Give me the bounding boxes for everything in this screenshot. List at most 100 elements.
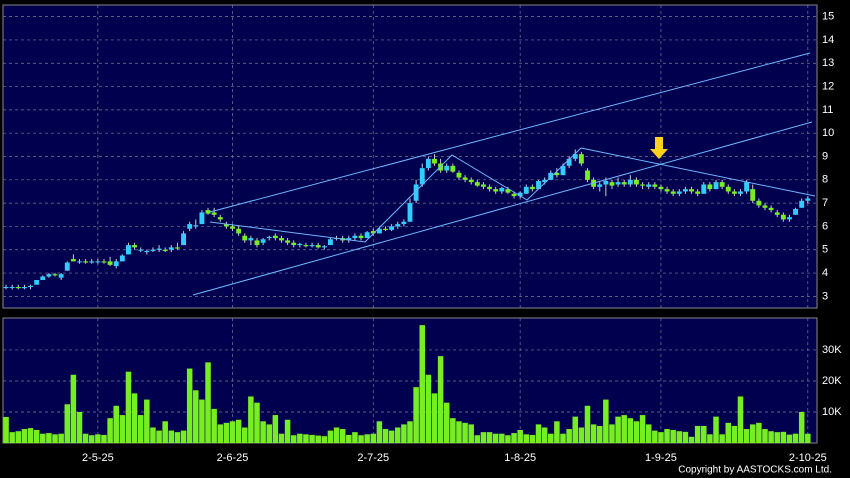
zigzag [209,147,582,243]
candle-body [468,179,474,183]
candle-body [346,238,352,241]
candle-body [419,168,425,185]
candle-body [389,226,395,230]
candle-body [370,231,376,234]
candle-body [291,242,297,246]
volume-bar [211,408,217,443]
volume-bar [40,433,46,443]
y-tick-label: 10K [822,406,842,418]
volume-bar [321,436,328,443]
candle-body [676,191,682,194]
volume-bar [125,371,132,443]
volume-bar [131,393,138,443]
candle-body [474,182,480,186]
candle-body [376,228,382,234]
candle-body [768,207,774,211]
candle-body [174,247,180,249]
candle-body [511,193,517,197]
candle-body [780,214,786,220]
volume-bar [21,429,28,443]
candle-body [487,186,493,190]
volume-bar [480,432,487,443]
volume-bar [235,419,242,443]
volume-bar [284,419,291,443]
volume-bar [425,374,432,443]
volume-bar [9,432,15,443]
candle-body [450,165,456,172]
volume-bar [492,433,499,443]
candle-body [193,225,199,227]
x-tick-label: 2-7-25 [357,452,389,464]
candle-body [260,239,266,243]
volume-bar [468,424,474,443]
candle-body [713,182,719,190]
trend-lines [192,52,816,296]
candle-body [787,217,792,220]
candle-body [205,210,211,214]
volume-bar [174,432,181,443]
volume-bar [805,433,811,443]
candle-body [774,212,780,215]
volume-bar [486,432,493,443]
volume-bar [554,421,560,443]
x-tick-label: 1-8-25 [504,452,536,464]
volume-bar [407,421,413,443]
volume-bar [762,429,768,443]
candle-body [126,245,131,255]
volume-bar [186,368,193,443]
y-tick-label: 4 [822,267,828,279]
volume-bar [376,421,383,443]
volume-bar [107,418,113,443]
candle-body [799,200,805,208]
x-tick-label: 2-10-25 [789,452,827,464]
volume-bar [266,424,272,443]
candle-body [548,172,554,180]
y-tick-label: 3 [822,290,828,302]
candle-body [701,184,707,194]
volume-bar [52,434,58,443]
volume-bar [113,405,119,443]
volume-bar [529,434,536,443]
candle-body [3,287,9,289]
candle-body [9,287,15,289]
candle-body [181,233,186,246]
candle-body [40,276,46,281]
candle-body [719,182,725,187]
resistance-line [580,147,816,197]
candle-body [597,184,603,187]
volume-bar [272,415,279,443]
candle-body [395,224,401,227]
candle-body [664,189,670,192]
candle-body [731,191,737,194]
candle-body [640,184,646,186]
volume-bar [707,434,713,443]
volume-bar [413,387,419,443]
volume-bar [756,422,762,443]
volume-bar [333,427,340,443]
y-tick-label: 8 [822,174,828,186]
y-tick-label: 15 [822,11,834,23]
volume-bar [46,433,52,443]
volume-bar [462,422,468,443]
volume-bar [82,433,89,443]
candle-body [279,238,284,241]
x-tick-label: 2-6-25 [217,452,249,464]
candle-body [144,250,150,253]
candle-body [609,182,615,186]
candle-body [83,261,89,263]
mark-layer [3,149,811,443]
volume-bar [615,416,621,443]
candle-body [670,191,676,194]
y-tick-label: 5 [822,244,828,256]
y-tick-label: 20K [822,375,842,387]
volume-bar [541,427,548,443]
candle-body [77,261,82,263]
volume-bar [603,399,609,443]
volume-bar [303,434,309,443]
volume-bar [725,422,732,443]
candle-body [95,261,101,263]
volume-bar [205,362,211,443]
candle-body [254,240,260,246]
candle-body [762,205,768,208]
